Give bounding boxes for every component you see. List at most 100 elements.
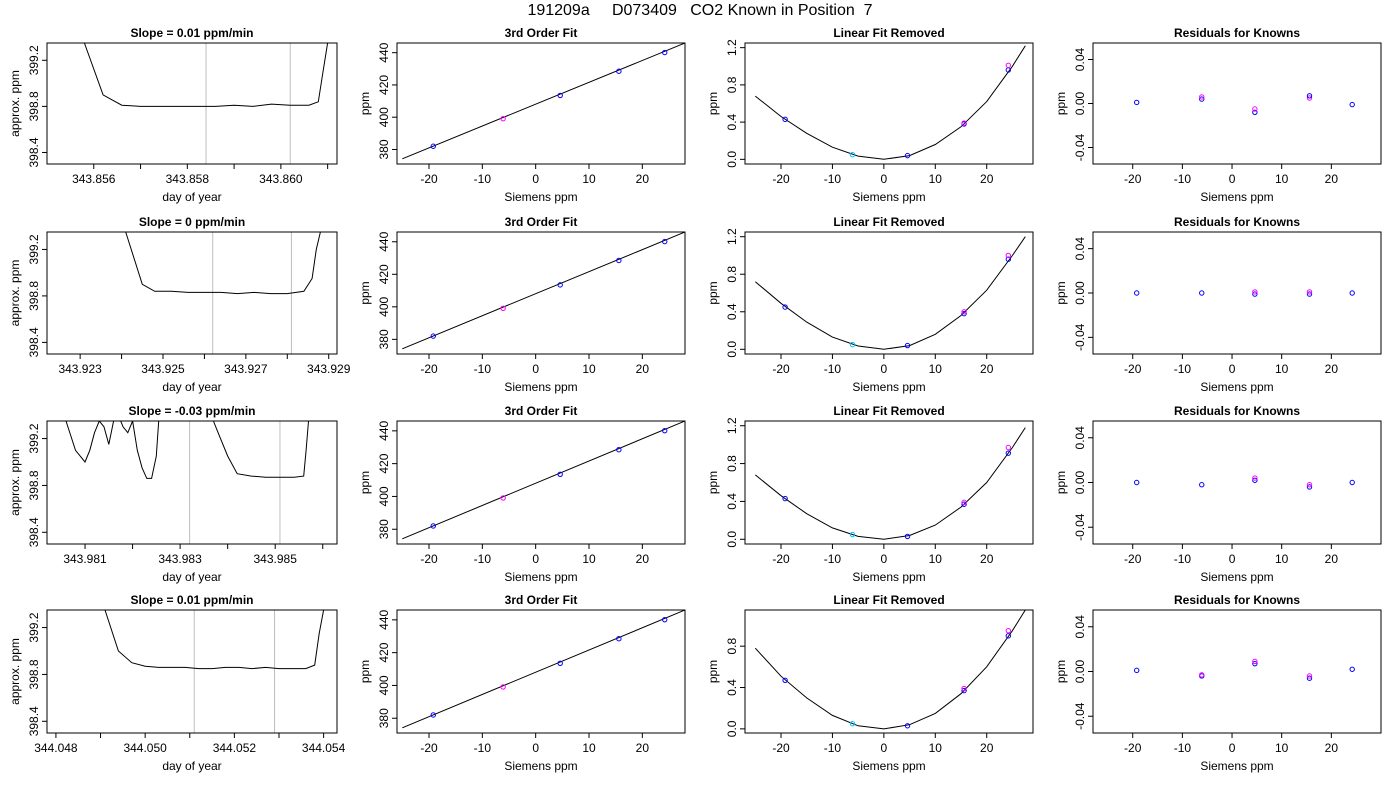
- plot-frame: [46, 609, 338, 734]
- data-point: [1133, 290, 1140, 296]
- plot-area: [754, 610, 1026, 730]
- x-tick-label: 20: [980, 362, 994, 376]
- x-tick-label: -10: [824, 362, 842, 376]
- y-tick-label: 1.2: [725, 39, 739, 56]
- y-tick-label: 420: [377, 264, 391, 284]
- series-line: [83, 43, 329, 107]
- y-tick-label: 380: [377, 329, 391, 349]
- data-point: [662, 427, 668, 434]
- plot-frame: [744, 42, 1034, 165]
- data-point: [1005, 62, 1012, 69]
- x-tick-label: -20: [420, 741, 438, 755]
- x-tick-label: -20: [420, 172, 438, 186]
- data-point: [782, 116, 788, 123]
- x-axis-label: Siemens ppm: [1200, 380, 1273, 394]
- x-tick-label: 20: [1325, 741, 1339, 755]
- x-tick-label: 0: [1229, 362, 1236, 376]
- x-axis-label: day of year: [162, 570, 221, 584]
- y-tick-label: 0.0: [725, 720, 739, 737]
- x-tick-label: 10: [582, 362, 596, 376]
- x-tick-label: 10: [582, 552, 596, 566]
- y-axis-label: ppm: [706, 281, 720, 304]
- chart-panel-16: Residuals for Knowns -20 -10 0 10 20 -0.04 0.00…: [1054, 593, 1382, 773]
- data-point: [1252, 109, 1258, 116]
- data-point: [1133, 479, 1140, 486]
- figure-title: 191209a D073409 CO2 Known in Position 7: [527, 2, 873, 19]
- x-axis-label: Siemens ppm: [504, 380, 577, 394]
- data-point: [500, 115, 506, 122]
- y-tick-label: 0.04: [1073, 426, 1087, 450]
- x-tick-label: 343.923: [58, 362, 102, 376]
- data-point: [1133, 667, 1140, 674]
- plot-frame: [744, 609, 1034, 734]
- data-point: [1252, 475, 1258, 481]
- chart-panel-12: Residuals for Knowns -20 -10 0 10 20 -0.04 0.00…: [1054, 404, 1382, 584]
- y-tick-label: 0.8: [725, 76, 739, 93]
- chart-panel-11: Linear Fit Removed -20 -10 0 10 20 0.0 0.4 0.8 1.…: [706, 404, 1034, 584]
- x-tick-label: -10: [824, 741, 842, 755]
- chart-panel-7: Linear Fit Removed -20 -10 0 10 20 0.0 0.4 0.8 1.…: [706, 215, 1034, 394]
- x-tick-label: -10: [1174, 741, 1192, 755]
- y-tick-label: 420: [377, 75, 391, 95]
- y-tick-label: 0.00: [1073, 281, 1087, 305]
- y-axis-label: ppm: [358, 660, 372, 683]
- chart-title: Residuals for Knowns: [1174, 215, 1300, 229]
- x-tick-label: -20: [1124, 741, 1142, 755]
- data-point: [1199, 672, 1205, 678]
- y-tick-label: 380: [377, 519, 391, 539]
- y-tick-label: 398.8: [27, 659, 41, 689]
- data-point: [961, 499, 967, 506]
- plot-area: [1133, 289, 1355, 297]
- x-tick-label: 10: [929, 552, 943, 566]
- y-tick-label: 398.4: [27, 137, 41, 167]
- fit-curve: [754, 45, 1026, 160]
- chart-panel-15: Linear Fit Removed -20 -10 0 10 20 0.0 0.4 0.8 Si…: [706, 593, 1034, 773]
- chart-title: Linear Fit Removed: [833, 404, 944, 418]
- chart-panel-3: Linear Fit Removed -20 -10 0 10 20 0.0 0.4 0.8 1.…: [706, 26, 1034, 204]
- data-point: [1349, 290, 1355, 296]
- x-axis-label: Siemens ppm: [504, 759, 577, 773]
- plot-area: [125, 232, 321, 295]
- plot-area: [402, 232, 685, 350]
- y-tick-label: 398.4: [27, 517, 41, 547]
- x-tick-label: -10: [1174, 172, 1192, 186]
- data-point: [557, 660, 563, 666]
- data-point: [557, 92, 563, 99]
- data-point: [430, 333, 436, 339]
- data-point: [662, 49, 668, 56]
- chart-panel-9: Slope = -0.03 ppm/min 343.981 343.983 343.9…: [8, 404, 338, 584]
- x-tick-label: -20: [1124, 362, 1142, 376]
- plot-frame: [744, 231, 1034, 355]
- data-point: [961, 120, 967, 126]
- data-point: [782, 304, 788, 310]
- data-point: [662, 238, 668, 245]
- x-tick-label: 343.983: [158, 552, 202, 566]
- y-tick-label: 380: [377, 708, 391, 728]
- chart-panel-2: 3rd Order Fit -20 -10 0 10 20 380 400 420 440 Siem…: [358, 26, 686, 204]
- y-tick-label: 400: [377, 296, 391, 316]
- data-point: [904, 152, 911, 159]
- chart-title: Residuals for Knowns: [1174, 404, 1300, 418]
- chart-panel-4: Residuals for Knowns -20 -10 0 10 20 -0.04 0.00…: [1054, 26, 1382, 204]
- x-axis-label: Siemens ppm: [852, 380, 925, 394]
- chart-title: 3rd Order Fit: [505, 26, 578, 40]
- y-tick-label: 0.8: [725, 266, 739, 283]
- data-point: [1306, 482, 1313, 488]
- y-tick-label: 440: [377, 231, 391, 251]
- x-tick-label: 344.052: [213, 741, 257, 755]
- fit-curve: [402, 232, 685, 350]
- x-tick-label: 20: [1325, 172, 1339, 186]
- plot-frame: [396, 231, 686, 355]
- x-tick-label: 20: [980, 741, 994, 755]
- x-tick-label: 20: [636, 741, 650, 755]
- y-tick-label: 398.8: [27, 470, 41, 500]
- data-point: [616, 636, 622, 642]
- chart-title: Slope = 0.01 ppm/min: [130, 593, 253, 607]
- data-point: [782, 495, 788, 502]
- x-axis-label: Siemens ppm: [1200, 570, 1273, 584]
- data-point: [1306, 95, 1313, 101]
- x-axis-label: Siemens ppm: [1200, 759, 1273, 773]
- y-tick-label: 1.2: [725, 228, 739, 245]
- x-axis-label: day of year: [162, 759, 221, 773]
